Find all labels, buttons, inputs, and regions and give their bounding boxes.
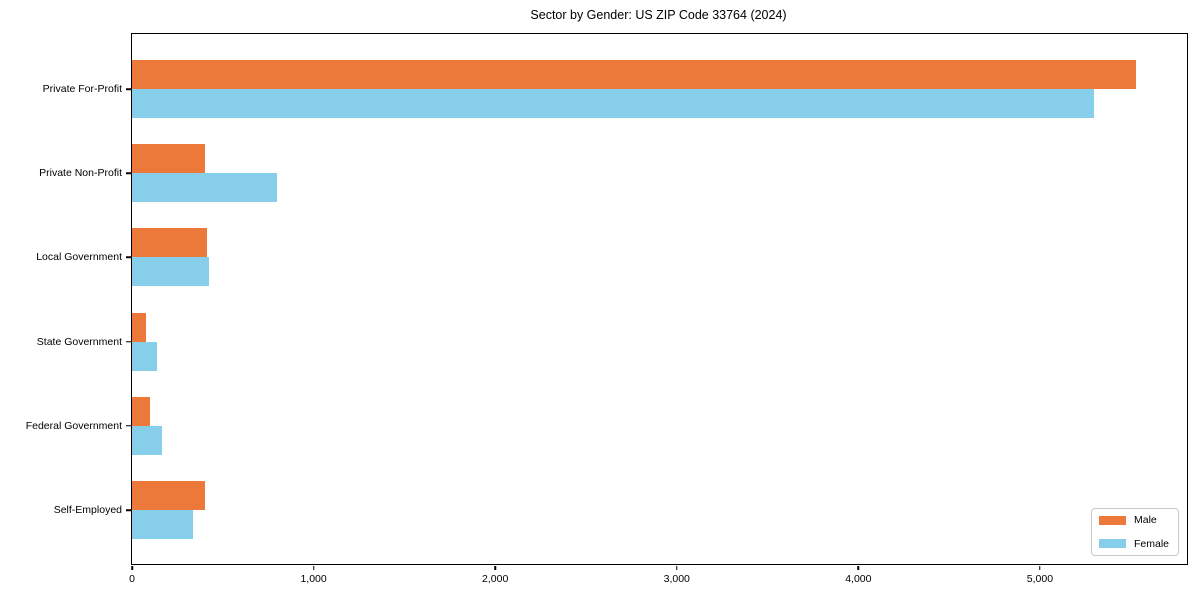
- legend: Male Female: [1091, 508, 1179, 556]
- y-label-self-employed: Self-Employed: [53, 504, 122, 516]
- y-tick-self-employed: [125, 509, 131, 511]
- bar-male-local-government: [132, 228, 208, 258]
- legend-item-male: Male: [1099, 515, 1171, 526]
- y-label-local-government: Local Government: [36, 251, 122, 264]
- bar-female-private-for-profit: [132, 89, 1095, 118]
- y-tick-private-for-profit: [125, 88, 131, 90]
- chart-title: Sector by Gender: US ZIP Code 33764 (202…: [530, 8, 787, 22]
- legend-swatch-male: [1099, 515, 1126, 525]
- plot-area: Private For-Profit Private Non-Profit Loca…: [26, 33, 1188, 585]
- bar-male-state-government: [132, 312, 146, 342]
- bar-female-private-non-profit: [132, 173, 278, 203]
- x-tick-0: [131, 565, 133, 570]
- x-tick-3000: [676, 565, 678, 570]
- legend-label-male: Male: [1134, 514, 1157, 526]
- legend-swatch-female: [1099, 539, 1126, 549]
- x-tick-label-0: 0: [129, 573, 135, 585]
- x-tick-4000: [857, 565, 860, 570]
- y-tick-federal-government: [125, 425, 131, 427]
- x-tick-label-2000: 2,000: [482, 573, 509, 585]
- y-tick-local-government: [125, 256, 131, 259]
- x-tick-label-4000: 4,000: [845, 573, 872, 585]
- bar-female-local-government: [132, 257, 210, 287]
- x-tick-label-3000: 3,000: [663, 573, 690, 585]
- legend-item-female: Female: [1099, 537, 1171, 550]
- y-label-private-for-profit: Private For-Profit: [42, 83, 122, 95]
- y-tick-state-government: [125, 340, 131, 343]
- bar-male-private-for-profit: [132, 60, 1137, 89]
- x-tick-5000: [1039, 565, 1041, 570]
- bar-female-federal-government: [132, 425, 162, 455]
- x-tick-label-5000: 5,000: [1026, 573, 1054, 585]
- y-label-private-non-profit: Private Non-Profit: [39, 167, 122, 180]
- bar-female-state-government: [132, 341, 157, 371]
- bar-male-self-employed: [132, 481, 205, 510]
- bar-female-self-employed: [132, 510, 193, 539]
- x-tick-1000: [312, 565, 315, 570]
- x-tick-label-1000: 1,000: [300, 573, 327, 585]
- bar-male-private-non-profit: [132, 144, 205, 174]
- legend-label-female: Female: [1134, 537, 1170, 550]
- x-tick-2000: [494, 565, 496, 570]
- y-label-state-government: State Government: [36, 335, 122, 348]
- y-label-federal-government: Federal Government: [25, 419, 122, 432]
- y-tick-private-non-profit: [125, 172, 131, 174]
- bar-male-federal-government: [132, 396, 151, 426]
